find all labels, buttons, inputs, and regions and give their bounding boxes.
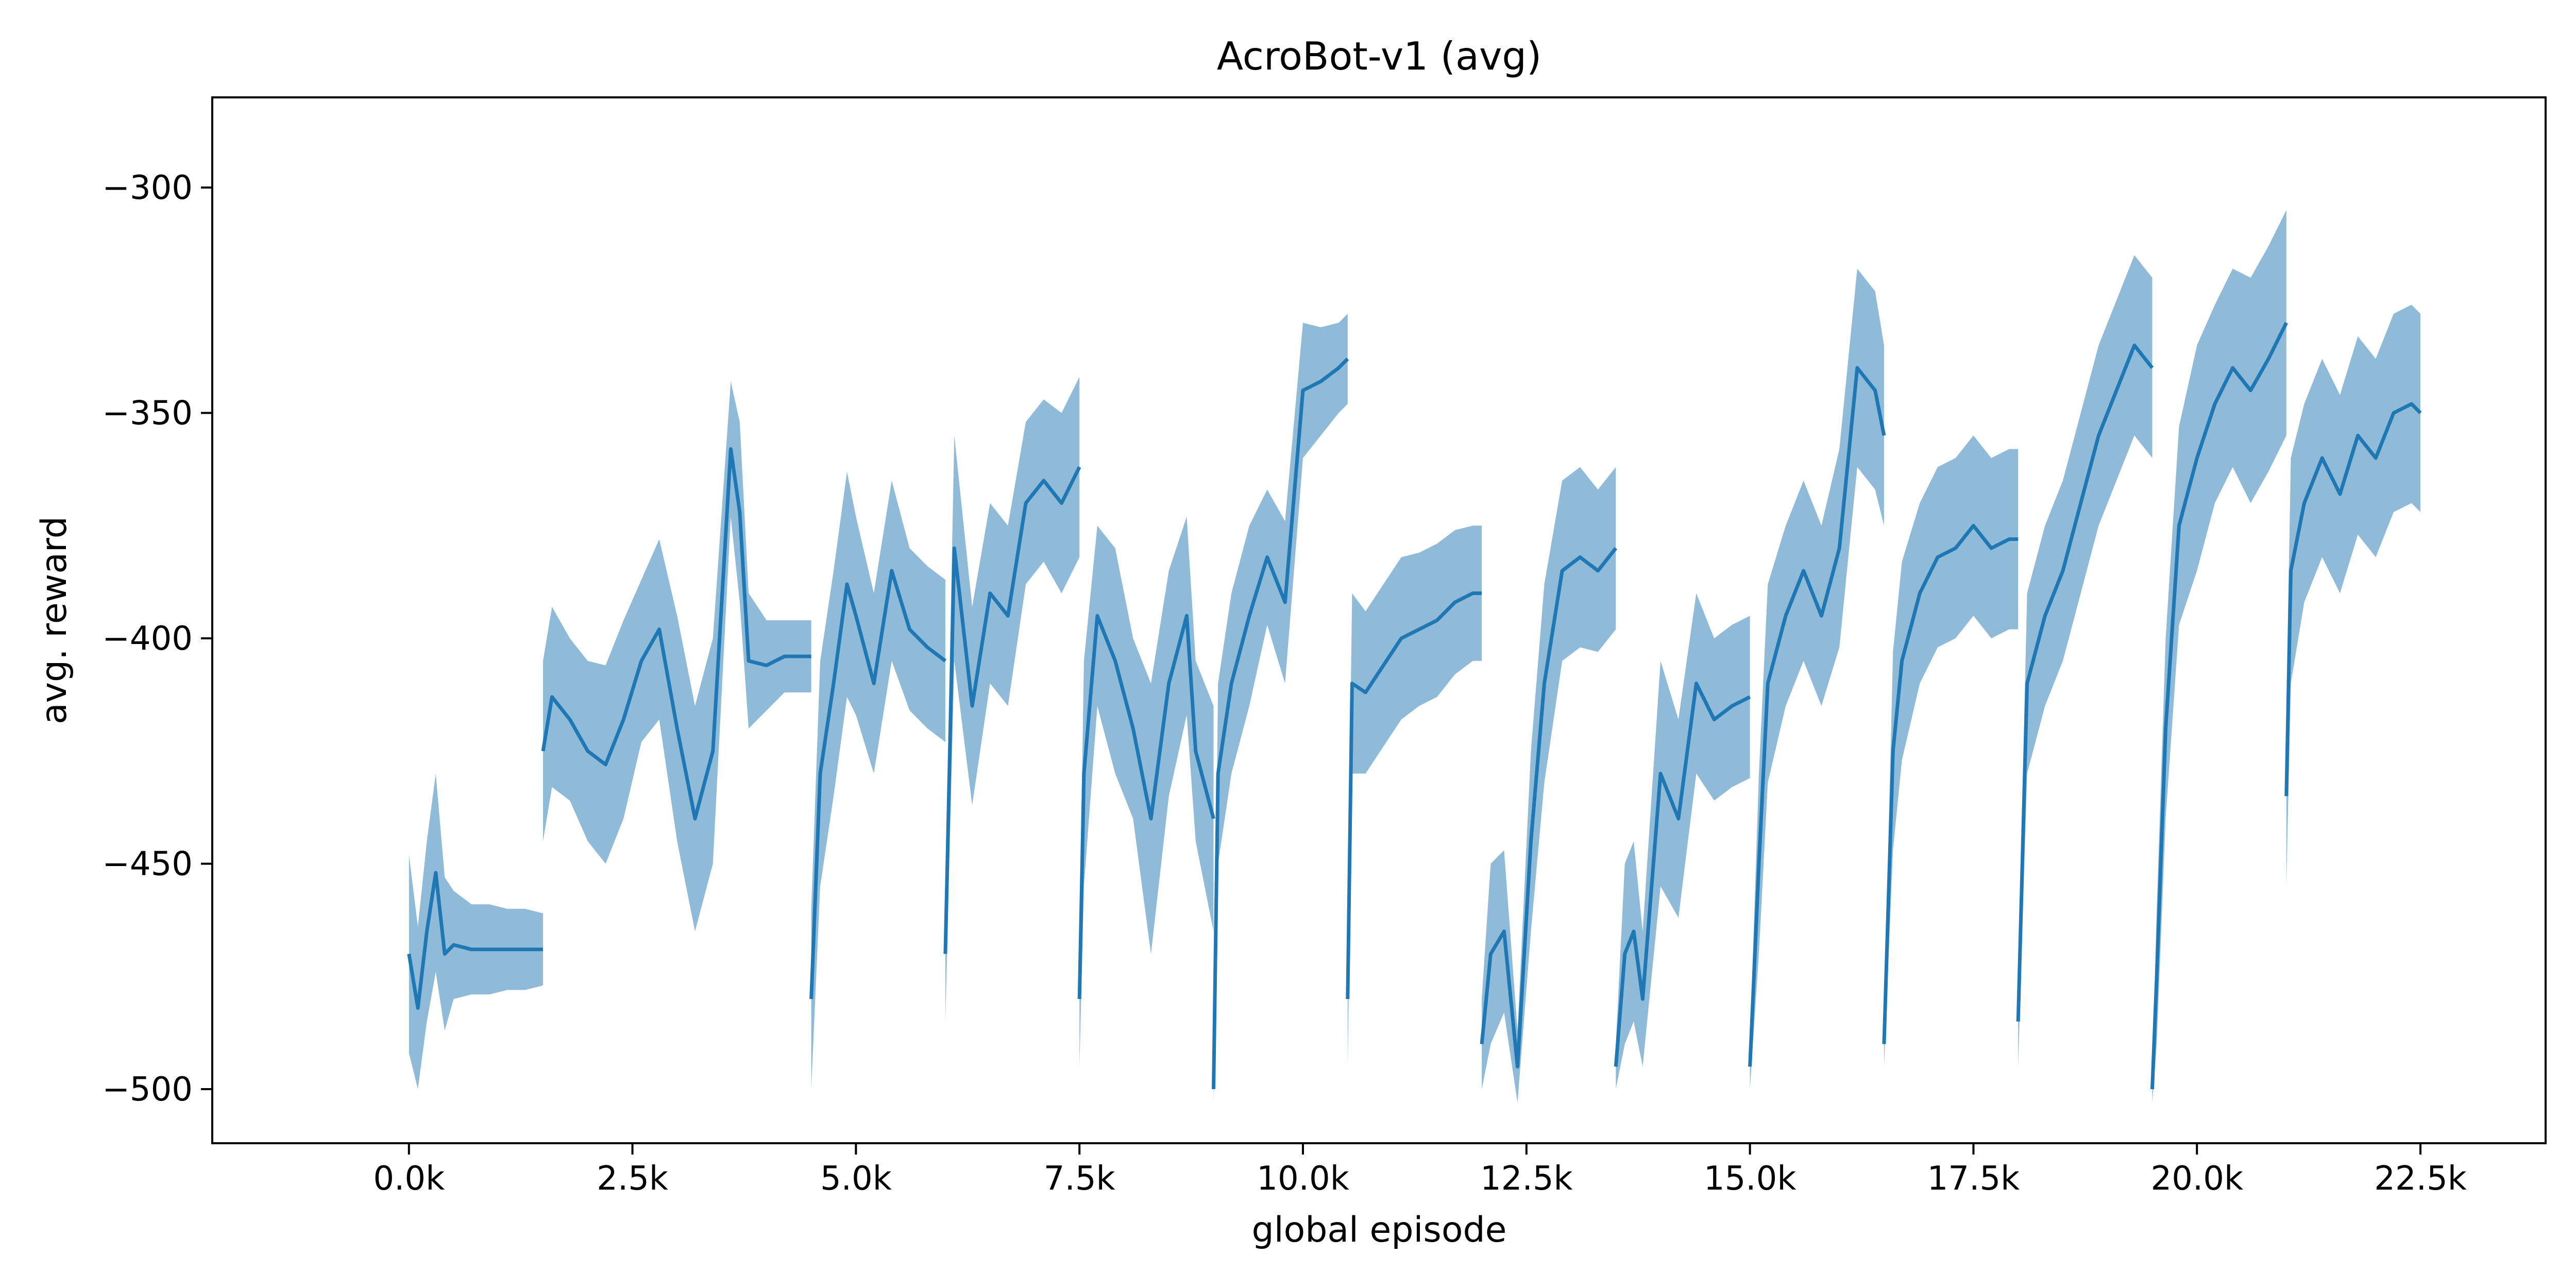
series-mean-segment-4 [943, 466, 1081, 954]
x-axis-label: global episode [1252, 1210, 1507, 1250]
series-mean-segment-3 [809, 569, 947, 999]
series-band-segment-11 [1884, 435, 2019, 1067]
series-mean-segment-7 [1346, 591, 1482, 999]
series-mean-segment-6 [1212, 358, 1349, 1090]
chart-title: AcroBot-v1 (avg) [1217, 33, 1542, 79]
series-band-segment-14 [2286, 304, 2421, 887]
series-band-segment-10 [1750, 268, 1884, 1089]
series-mean-segment-2 [541, 447, 811, 821]
x-tick-label: 20.0k [2150, 1160, 2243, 1198]
x-tick-label: 0.0k [373, 1160, 445, 1198]
series-band-segment-8 [1482, 467, 1616, 1103]
plot-area-frame [211, 96, 2547, 1144]
series-band-segment-3 [811, 471, 945, 1089]
x-tick-label: 12.5k [1480, 1160, 1573, 1198]
x-tick-label: 22.5k [2374, 1160, 2467, 1198]
series-mean-segment-14 [2284, 402, 2422, 796]
y-tick-label: −350 [102, 395, 193, 433]
y-axis-label: avg. reward [34, 516, 75, 724]
x-tick-label: 17.5k [1927, 1160, 2020, 1198]
x-tick-label: 5.0k [820, 1160, 892, 1198]
series-band-segment-4 [945, 377, 1080, 1022]
series-band-segment-6 [1213, 314, 1348, 1103]
y-tick-label: −400 [102, 620, 193, 658]
x-tick-label: 2.5k [597, 1160, 668, 1198]
y-tick-label: −500 [102, 1071, 193, 1109]
series-mean-segment-8 [1480, 547, 1618, 1069]
series-band-group [409, 210, 2421, 1103]
y-axis-ticks: −300 −350 −400 −450 −500 [102, 169, 212, 1109]
x-axis-ticks: 0.0k 2.5k 5.0k 7.5k 10.0k 12.5k 15.0k 17.5k 20.0… [373, 1143, 2467, 1198]
series-mean-segment-1 [407, 871, 543, 1010]
x-tick-label: 10.0k [1257, 1160, 1349, 1198]
series-band-segment-1 [409, 773, 543, 1089]
series-mean-segment-11 [1882, 523, 2019, 1044]
series-mean-group [407, 321, 2422, 1090]
series-mean-segment-13 [2150, 321, 2288, 1090]
x-tick-label: 7.5k [1044, 1160, 1115, 1198]
series-mean-segment-10 [1748, 366, 1886, 1067]
series-mean-segment-9 [1614, 682, 1751, 1067]
series-band-segment-7 [1347, 526, 1482, 1067]
series-band-segment-12 [2018, 255, 2153, 1067]
y-tick-label: −300 [102, 169, 193, 207]
y-tick-label: −450 [102, 845, 193, 884]
series-band-segment-2 [543, 381, 811, 931]
x-tick-label: 15.0k [1704, 1160, 1797, 1198]
series-mean-segment-12 [2016, 343, 2154, 1022]
series-mean-segment-5 [1077, 614, 1215, 999]
series-band-segment-13 [2152, 210, 2286, 1103]
